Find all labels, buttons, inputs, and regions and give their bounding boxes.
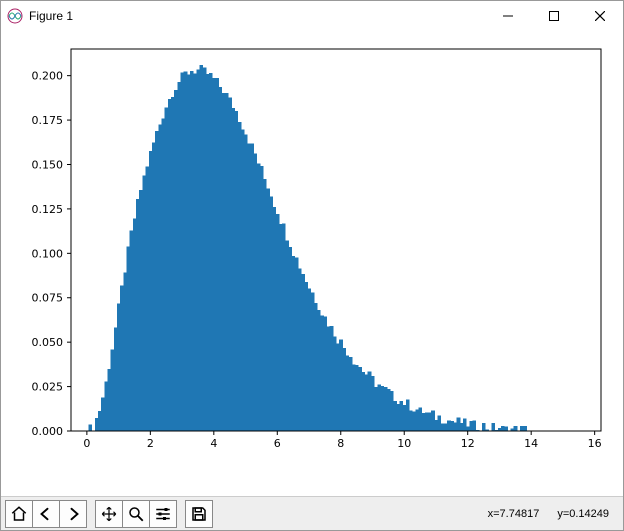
- toolbar-home-button[interactable]: [5, 500, 33, 528]
- svg-text:0.050: 0.050: [32, 336, 64, 349]
- toolbar-zoom-button[interactable]: [122, 500, 150, 528]
- svg-text:10: 10: [397, 437, 411, 450]
- svg-text:0.000: 0.000: [32, 425, 64, 438]
- svg-text:0.025: 0.025: [32, 381, 64, 394]
- back-arrow-icon: [37, 505, 55, 523]
- save-icon: [190, 505, 208, 523]
- svg-text:14: 14: [524, 437, 538, 450]
- svg-text:0: 0: [83, 437, 90, 450]
- svg-text:0.200: 0.200: [32, 70, 64, 83]
- toolbar-back-button[interactable]: [32, 500, 60, 528]
- sliders-icon: [154, 505, 172, 523]
- pan-icon: [100, 505, 118, 523]
- svg-text:0.075: 0.075: [32, 292, 64, 305]
- forward-arrow-icon: [64, 505, 82, 523]
- cursor-x-readout: x=7.74817: [488, 508, 540, 520]
- toolbar-forward-button[interactable]: [59, 500, 87, 528]
- svg-text:8: 8: [337, 437, 344, 450]
- svg-text:12: 12: [461, 437, 475, 450]
- window-titlebar: Figure 1: [1, 1, 623, 31]
- svg-text:0.100: 0.100: [32, 247, 64, 260]
- window-title: Figure 1: [29, 9, 73, 23]
- matplotlib-toolbar: x=7.74817 y=0.14249: [1, 496, 623, 530]
- window-minimize-button[interactable]: [485, 1, 531, 31]
- zoom-icon: [127, 505, 145, 523]
- window-close-button[interactable]: [577, 1, 623, 31]
- cursor-y-readout: y=0.14249: [557, 508, 609, 520]
- svg-text:2: 2: [147, 437, 154, 450]
- svg-text:0.125: 0.125: [32, 203, 64, 216]
- toolbar-save-button[interactable]: [185, 500, 213, 528]
- svg-text:0.175: 0.175: [32, 114, 64, 127]
- toolbar-pan-button[interactable]: [95, 500, 123, 528]
- toolbar-configure-button[interactable]: [149, 500, 177, 528]
- app-icon: [7, 8, 23, 24]
- home-icon: [10, 505, 28, 523]
- svg-text:16: 16: [588, 437, 602, 450]
- figure-canvas[interactable]: 0 2 4 6 8 10 12 14 16 0.000 0.025 0.050 0.075 0.100 0.…: [1, 31, 623, 496]
- svg-text:4: 4: [210, 437, 217, 450]
- window-maximize-button[interactable]: [531, 1, 577, 31]
- svg-text:6: 6: [274, 437, 281, 450]
- svg-text:0.150: 0.150: [32, 158, 64, 171]
